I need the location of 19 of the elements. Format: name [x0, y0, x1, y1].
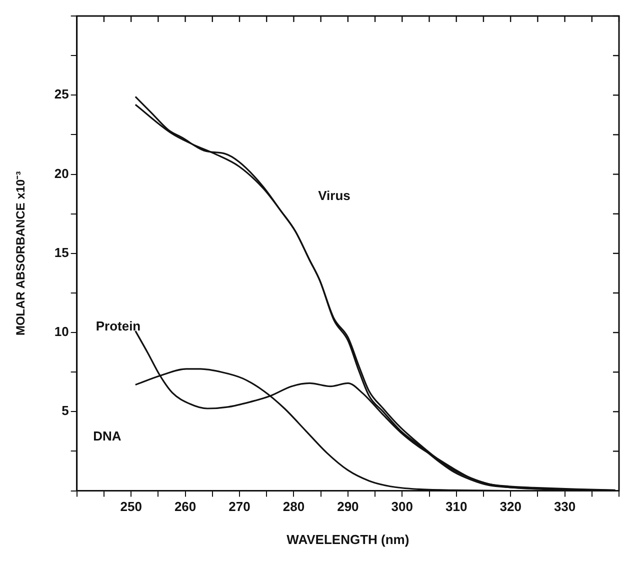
y-tick-label: 15: [54, 244, 69, 260]
x-tick-label: 320: [500, 499, 522, 514]
x-tick-label: 310: [446, 499, 468, 514]
y-tick-label: 25: [54, 86, 69, 102]
x-tick-label: 270: [228, 499, 250, 514]
annotation: Protein: [96, 318, 141, 334]
y-axis-title: MOLAR ABSORBANCE x10⁻³: [14, 171, 28, 336]
x-tick-label: 330: [554, 499, 576, 514]
y-tick-label: 20: [54, 166, 69, 181]
x-axis-title: WAVELENGTH (nm): [286, 532, 410, 547]
annotation: DNA: [93, 428, 122, 444]
y-tick-label: 5: [62, 403, 69, 418]
x-tick-label: 260: [174, 499, 196, 514]
y-tick-label: 10: [54, 324, 69, 340]
x-tick-label: 280: [282, 499, 305, 514]
annotation: Virus: [318, 188, 350, 203]
x-tick-label: 300: [391, 499, 413, 514]
x-tick-label: 250: [120, 499, 142, 514]
x-tick-label: 290: [337, 499, 359, 514]
